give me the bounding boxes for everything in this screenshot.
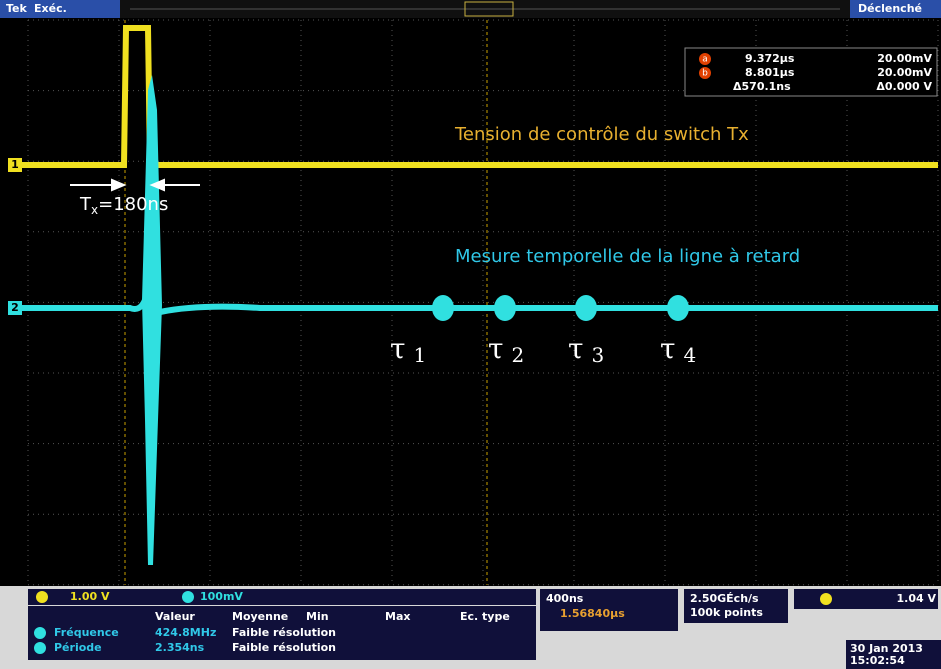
- trigger-box: [794, 589, 938, 609]
- measurement-cell: Faible résolution: [232, 641, 336, 654]
- tx-subscript: x: [91, 203, 98, 217]
- cursor-b-letter: b: [702, 69, 708, 79]
- ch2-spike: [142, 75, 162, 565]
- cursor-b-volt: 20.00mV: [877, 66, 932, 79]
- tau-symbol: τ: [660, 332, 676, 365]
- ch2-marker: [8, 301, 22, 315]
- measurement-cell: Faible résolution: [232, 626, 336, 639]
- ch1-marker-label: 1: [11, 158, 19, 171]
- cursor-delta-volt: Δ0.000 V: [876, 80, 932, 93]
- measurement-header: Ec. type: [460, 610, 510, 623]
- sample-rate: 2.50GÉch/s: [690, 592, 759, 605]
- record-window: [464, 1, 514, 17]
- cursor-b-time: 8.801µs: [745, 66, 795, 79]
- tau-symbol: τ: [390, 332, 406, 365]
- measurement-cell: Fréquence: [54, 626, 119, 639]
- cyan-label: Mesure temporelle de la ligne à retard: [455, 246, 800, 267]
- tx-value: =180ns: [98, 194, 168, 215]
- ch1-scale: 1.00 V: [70, 590, 110, 603]
- measurement-panel: [28, 606, 536, 660]
- tau-index: 3: [592, 343, 605, 367]
- echoes: [432, 295, 689, 321]
- yellow-label: Tension de contrôle du switch Tx: [454, 124, 749, 145]
- mode: Exéc.: [34, 2, 67, 15]
- ch1-marker: [8, 158, 22, 172]
- row-badge: [34, 642, 46, 654]
- trigger-level: 1.04 V: [897, 592, 937, 605]
- cursor-box: [684, 47, 938, 97]
- tau-symbol: τ: [488, 332, 504, 365]
- ch2-marker-label: 2: [11, 301, 19, 314]
- date: 30 Jan 2013: [850, 642, 923, 655]
- ch1-badge: [36, 591, 48, 603]
- tau-index: 1: [414, 343, 427, 367]
- cursor-a-letter: a: [702, 55, 708, 65]
- measurement-cell: Période: [54, 641, 102, 654]
- time: 15:02:54: [850, 654, 905, 667]
- timebase-box: [540, 589, 678, 631]
- channel-scale-bar: [28, 589, 536, 605]
- tx-label: Tx=180ns: [79, 194, 168, 217]
- cursor-delta-time: Δ570.1ns: [733, 80, 791, 93]
- status: Déclenché: [858, 2, 922, 15]
- cursor-b-icon: [699, 67, 711, 79]
- tx-symbol: T: [79, 194, 92, 215]
- measurement-header: Max: [385, 610, 410, 623]
- ch2-badge: [182, 591, 194, 603]
- measurement-header: Valeur: [155, 610, 195, 623]
- date-box: [846, 640, 941, 669]
- measurement-header: Moyenne: [232, 610, 288, 623]
- measurement-cell: 2.354ns: [155, 641, 205, 654]
- graticule: [27, 19, 939, 586]
- tau-index: 4: [684, 343, 697, 367]
- cursor-a-time: 9.372µs: [745, 52, 795, 65]
- tau-symbol: τ: [568, 332, 584, 365]
- cursor-a-icon: [699, 53, 711, 65]
- measurement-cell: 424.8MHz: [155, 626, 216, 639]
- brand: Tek: [6, 2, 28, 15]
- ch2-scale: 100mV: [200, 590, 243, 603]
- measurement-table: Valeur Moyenne Min Max Ec. type Fréquence 424.…: [34, 610, 510, 654]
- tau-index: 2: [512, 343, 525, 367]
- top-left-badge: [0, 0, 120, 18]
- row-badge: [34, 627, 46, 639]
- timebase: 400ns: [546, 592, 584, 605]
- tx-arrows: [70, 178, 200, 192]
- trigger-badge: [820, 593, 832, 605]
- top-right-badge: [850, 0, 941, 18]
- ch1-trace: [22, 25, 938, 168]
- cursor-a-volt: 20.00mV: [877, 52, 932, 65]
- record-length: 100k points: [690, 606, 763, 619]
- trigger-position: 1.56840µs: [560, 607, 625, 620]
- measurement-header: Min: [306, 610, 329, 623]
- acquisition-box: [684, 589, 788, 623]
